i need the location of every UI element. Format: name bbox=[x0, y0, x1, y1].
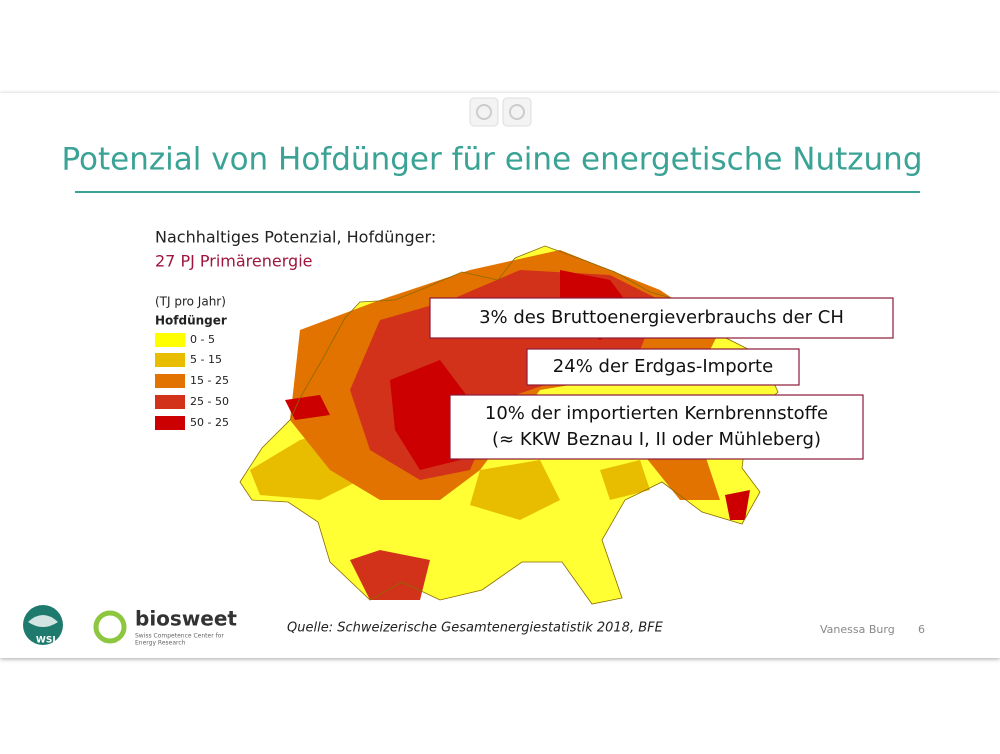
legend: (TJ pro Jahr) Hofdünger 0 - 5 5 - 15 15 - … bbox=[155, 295, 229, 430]
callout-box bbox=[449, 394, 864, 460]
slide-title: Potenzial von Hofdünger für eine energet… bbox=[61, 142, 922, 178]
callout-text: (≈ KKW Beznau I, II oder Mühleberg) bbox=[492, 429, 821, 450]
legend-label: 5 - 15 bbox=[190, 353, 222, 366]
wsl-logo: WSL bbox=[23, 605, 63, 646]
callouts: 3% des Bruttoenergieverbrauchs der CH 24%… bbox=[429, 297, 894, 460]
callout-text: 24% der Erdgas-Importe bbox=[553, 356, 773, 377]
author: Vanessa Burg bbox=[820, 623, 895, 636]
legend-label: 50 - 25 bbox=[190, 416, 229, 429]
subtitle: Nachhaltiges Potenzial, Hofdünger: bbox=[155, 228, 436, 247]
zoom-controls[interactable] bbox=[469, 97, 532, 127]
biosweet-tagline: Energy Research bbox=[135, 640, 186, 647]
wsl-text: WSL bbox=[36, 636, 58, 646]
legend-label: 0 - 5 bbox=[190, 333, 215, 346]
page-number: 6 bbox=[918, 623, 925, 636]
highlight: 27 PJ Primärenergie bbox=[155, 252, 312, 271]
legend-swatch bbox=[155, 333, 185, 347]
legend-swatch bbox=[155, 374, 185, 388]
legend-swatch bbox=[155, 416, 185, 430]
biosweet-logo: biosweet Swiss Competence Center for Ene… bbox=[93, 607, 237, 647]
legend-title: Hofdünger bbox=[155, 314, 227, 328]
legend-label: 25 - 50 bbox=[190, 395, 229, 408]
biosweet-tagline: Swiss Competence Center for bbox=[135, 633, 224, 640]
callout-box bbox=[526, 348, 800, 386]
legend-swatch bbox=[155, 395, 185, 409]
legend-swatch bbox=[155, 353, 185, 367]
callout-text: 3% des Bruttoenergieverbrauchs der CH bbox=[479, 307, 844, 328]
source: Quelle: Schweizerische Gesamtenergiestat… bbox=[287, 621, 664, 636]
legend-unit: (TJ pro Jahr) bbox=[155, 295, 226, 309]
callout-box bbox=[429, 297, 894, 339]
callout-text: 10% der importierten Kernbrennstoffe bbox=[485, 403, 828, 424]
biosweet-text: biosweet bbox=[135, 607, 237, 631]
legend-label: 15 - 25 bbox=[190, 374, 229, 387]
